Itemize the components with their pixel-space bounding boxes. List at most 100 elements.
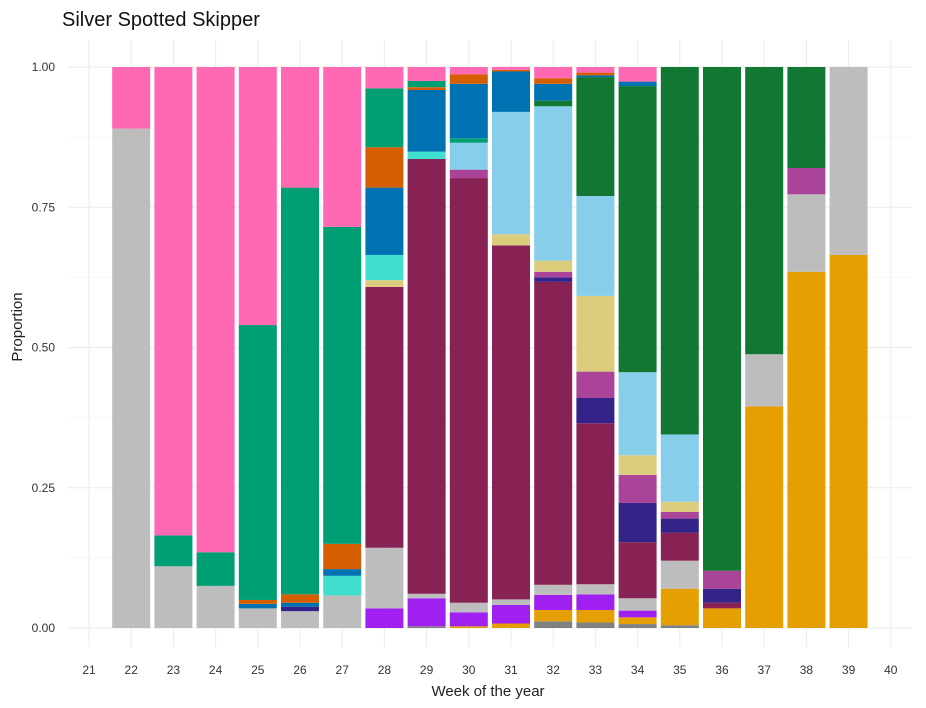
bar-segment-mauve (449, 169, 488, 179)
bar-segment-blue (365, 187, 404, 255)
bar-segment-tan (365, 280, 404, 287)
y-tick-label: 0.00 (32, 621, 56, 635)
bar-segment-blue (576, 75, 615, 78)
x-tick-label: 40 (884, 663, 898, 677)
bar-segment-pink (407, 67, 446, 82)
x-tick-label: 39 (842, 663, 856, 677)
bar-segment-blue (618, 81, 657, 87)
bar-week-31 (492, 67, 530, 628)
bar-segment-purple (365, 608, 404, 628)
bar-segment-teal (323, 226, 362, 544)
bar-segment-pink (323, 67, 362, 227)
bar-segment-darkgrey (576, 622, 615, 628)
y-tick-label: 1.00 (32, 60, 56, 74)
bar-segment-pink (196, 67, 235, 553)
bar-segment-teal (196, 552, 235, 586)
bar-segment-lightblue (534, 106, 573, 261)
bar-segment-darkgreen (534, 100, 573, 107)
bar-week-27 (323, 67, 362, 628)
bar-segment-pink (238, 67, 277, 326)
bar-segment-teal (238, 325, 277, 600)
x-tick-label: 25 (251, 663, 265, 677)
bar-segment-pink (112, 67, 151, 129)
bar-segment-maroon (618, 542, 657, 599)
bar-segment-maroon (449, 178, 488, 603)
bar-week-32 (534, 67, 573, 628)
bar-segment-cyan (365, 254, 404, 281)
bar-segment-orange (449, 626, 488, 628)
bar-segment-mauve (660, 511, 699, 519)
bar-segment-darkgreen (576, 77, 615, 197)
bar-segment-purple (534, 594, 573, 611)
bar-stacks (112, 67, 868, 628)
bar-segment-orange (576, 610, 615, 623)
bar-segment-blue (407, 90, 446, 152)
bar-segment-purple (407, 598, 446, 627)
bar-segment-orange (492, 623, 530, 628)
bar-segment-grey (112, 128, 151, 628)
bar-segment-orange (829, 254, 868, 628)
bar-segment-orange (660, 588, 699, 626)
bar-segment-blue (323, 569, 362, 576)
bar-segment-orange (534, 610, 573, 622)
bar-segment-tan (660, 501, 699, 512)
y-axis-ticks: 0.00 0.25 0.50 0.75 1.00 (32, 60, 56, 635)
bar-segment-darkgreen (703, 67, 741, 571)
bar-week-30 (449, 67, 488, 628)
x-tick-label: 30 (462, 663, 476, 677)
bar-segment-teal (407, 81, 446, 88)
bar-week-23 (154, 67, 193, 628)
bar-segment-maroon (576, 423, 615, 585)
bar-week-37 (745, 67, 784, 628)
bar-segment-blue (492, 71, 530, 112)
bar-segment-pink (618, 67, 657, 82)
bar-segment-blue (534, 83, 573, 101)
bar-segment-darkorange (449, 74, 488, 84)
x-tick-label: 38 (800, 663, 814, 677)
bar-segment-darkorange (238, 599, 277, 604)
bar-segment-grey (534, 584, 573, 595)
bar-segment-pink (534, 67, 573, 79)
x-tick-label: 28 (378, 663, 392, 677)
bar-segment-grey (576, 584, 615, 595)
bar-segment-darkgrey (660, 625, 699, 628)
bar-segment-tan (534, 260, 573, 272)
bar-segment-lightblue (492, 111, 530, 235)
bar-segment-grey (618, 598, 657, 611)
bar-segment-grey (196, 585, 235, 628)
bar-segment-darkorange (323, 543, 362, 570)
bar-week-26 (281, 67, 319, 628)
bar-segment-darkorange (365, 147, 404, 188)
bar-segment-navy (618, 502, 657, 543)
bar-segment-pink (449, 67, 488, 75)
bar-segment-darkorange (576, 72, 615, 76)
bar-week-22 (112, 67, 151, 628)
bar-segment-darkgreen (618, 86, 657, 373)
bar-segment-darkgrey (618, 624, 657, 628)
y-tick-label: 0.25 (32, 481, 56, 495)
grid-lines (68, 40, 912, 647)
bar-week-24 (196, 67, 235, 628)
bar-segment-purple (492, 604, 530, 624)
bar-segment-navy (576, 397, 615, 424)
x-tick-label: 35 (673, 663, 687, 677)
bar-segment-navy (281, 606, 319, 612)
bar-segment-grey (787, 194, 826, 272)
bar-segment-darkorange (281, 594, 319, 603)
bar-segment-blue (449, 83, 488, 139)
bar-segment-mauve (703, 570, 741, 589)
bar-week-38 (787, 67, 826, 628)
x-tick-label: 27 (336, 663, 350, 677)
bar-week-36 (703, 67, 741, 628)
bar-segment-purple (576, 594, 615, 611)
bar-segment-darkorange (492, 69, 530, 72)
bar-segment-darkgrey (534, 621, 573, 628)
bar-segment-maroon (492, 245, 530, 600)
bar-segment-lightblue (618, 372, 657, 456)
x-tick-label: 26 (293, 663, 307, 677)
bar-segment-grey (407, 593, 446, 599)
x-axis-title: Week of the year (431, 683, 544, 700)
bar-segment-mauve (618, 474, 657, 503)
x-tick-label: 33 (589, 663, 603, 677)
